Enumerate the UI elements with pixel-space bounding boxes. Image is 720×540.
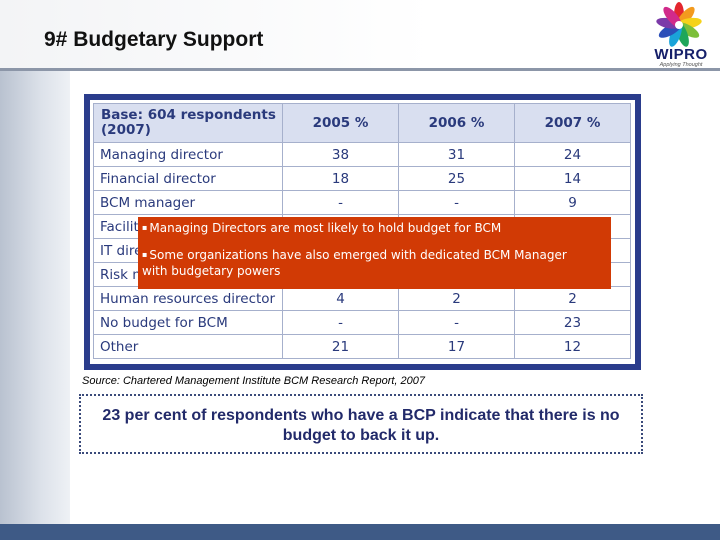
row-label: Financial director: [93, 166, 283, 191]
header-2005: 2005 %: [282, 103, 399, 143]
callout-bullet-2-text: Some organizations have also emerged wit…: [142, 248, 567, 278]
table-header-row: Base: 604 respondents (2007) 2005 % 2006…: [93, 103, 631, 143]
wipro-flower-icon: [656, 2, 702, 47]
header-2006: 2006 %: [398, 103, 515, 143]
table-row: Human resources director 4 2 2: [93, 286, 631, 311]
cell-2007: 12: [514, 334, 631, 359]
slide-title: 9# Budgetary Support: [44, 28, 264, 51]
header-2007: 2007 %: [514, 103, 631, 143]
cell-2005: -: [282, 190, 399, 215]
row-label: Other: [93, 334, 283, 359]
logo-wordmark: WIPRO: [654, 46, 708, 63]
callout-bullet-1-text: Managing Directors are most likely to ho…: [149, 221, 502, 235]
row-label: Human resources director: [93, 286, 283, 311]
cell-2007: 9: [514, 190, 631, 215]
callout-bullet-1: ▪ Managing Directors are most likely to h…: [142, 221, 501, 235]
table-row: BCM manager - - 9: [93, 190, 631, 215]
source-citation: Source: Chartered Management Institute B…: [82, 375, 426, 387]
row-label: Managing director: [93, 142, 283, 167]
bullet-icon: ▪: [142, 250, 148, 259]
cell-2007: 2: [514, 286, 631, 311]
note-text: 23 per cent of respondents who have a BC…: [102, 407, 620, 444]
table-row: Managing director 38 31 24: [93, 142, 631, 167]
slide-header: [0, 0, 720, 70]
table-row: No budget for BCM - - 23: [93, 310, 631, 335]
left-decor-bar: [0, 71, 70, 524]
cell-2006: 2: [398, 286, 515, 311]
logo-tagline: Applying Thought: [659, 62, 703, 68]
cell-2007: 14: [514, 166, 631, 191]
bullet-icon: ▪: [142, 223, 148, 232]
cell-2005: 18: [282, 166, 399, 191]
cell-2006: -: [398, 190, 515, 215]
callout-bullet-2: ▪ Some organizations have also emerged wi…: [142, 247, 582, 279]
cell-2006: 17: [398, 334, 515, 359]
cell-2007: 23: [514, 310, 631, 335]
header-base: Base: 604 respondents (2007): [93, 103, 283, 143]
row-label: BCM manager: [93, 190, 283, 215]
cell-2006: 25: [398, 166, 515, 191]
bottom-bar: [0, 524, 720, 540]
note-box: 23 per cent of respondents who have a BC…: [79, 394, 643, 454]
cell-2006: -: [398, 310, 515, 335]
cell-2005: 4: [282, 286, 399, 311]
cell-2007: 24: [514, 142, 631, 167]
wipro-logo: WIPRO Applying Thought: [648, 2, 714, 68]
cell-2005: 21: [282, 334, 399, 359]
header-divider: [0, 68, 720, 71]
cell-2006: 31: [398, 142, 515, 167]
table-row: Other 21 17 12: [93, 334, 631, 359]
cell-2005: 38: [282, 142, 399, 167]
row-label: No budget for BCM: [93, 310, 283, 335]
callout-box: ▪ Managing Directors are most likely to h…: [138, 217, 611, 289]
cell-2005: -: [282, 310, 399, 335]
table-row: Financial director 18 25 14: [93, 166, 631, 191]
